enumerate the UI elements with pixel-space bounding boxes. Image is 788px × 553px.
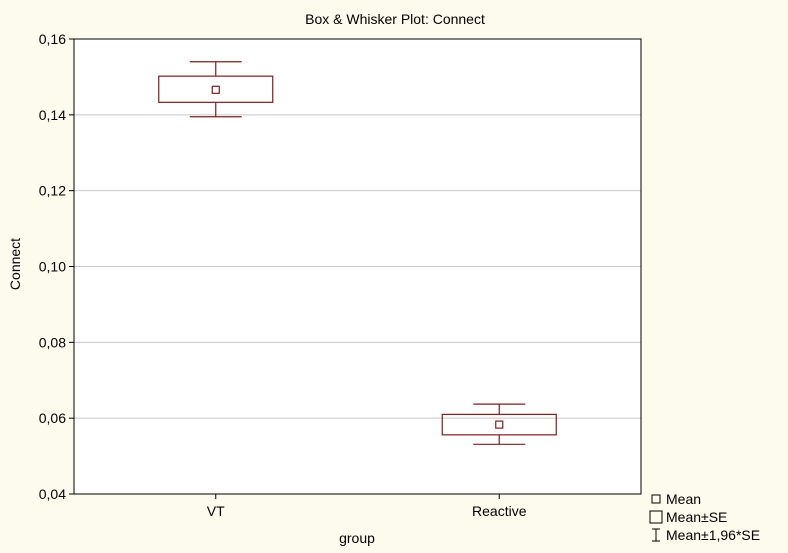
x-tick-label: Reactive	[472, 503, 527, 519]
box-vt	[158, 61, 274, 118]
y-tick-label: 0,16	[39, 31, 66, 47]
y-tick-label: 0,08	[39, 334, 66, 350]
legend-mean-label: Mean	[666, 491, 701, 507]
se-box	[441, 413, 557, 436]
legend-se-label: Mean±SE	[666, 509, 727, 525]
boxes	[158, 61, 557, 445]
grid-lines	[74, 114, 641, 419]
mean-marker	[495, 420, 504, 429]
y-tick-label: 0,04	[39, 486, 66, 502]
x-axis: VT Reactive	[207, 494, 527, 519]
chart-title: Box & Whisker Plot: Connect	[305, 11, 485, 27]
plot-frame	[73, 38, 642, 495]
legend-ci-label: Mean±1,96*SE	[666, 527, 760, 543]
legend-ci-icon	[652, 528, 660, 542]
box-reactive	[441, 403, 557, 445]
y-tick-label: 0,06	[39, 410, 66, 426]
legend: Mean Mean±SE Mean±1,96*SE	[649, 491, 760, 543]
x-axis-label: group	[339, 530, 375, 546]
y-axis-label: Connect	[7, 238, 23, 290]
legend-mean-icon	[651, 494, 661, 504]
y-tick-label: 0,10	[39, 259, 66, 275]
y-tick-label: 0,12	[39, 183, 66, 199]
x-tick-label: VT	[207, 503, 225, 519]
se-box	[158, 75, 274, 103]
legend-se-icon	[649, 510, 663, 524]
y-axis: 0,04 0,06 0,08 0,10 0,12 0,14 0,16	[39, 31, 74, 502]
mean-marker	[211, 85, 220, 94]
y-tick-label: 0,14	[39, 107, 66, 123]
